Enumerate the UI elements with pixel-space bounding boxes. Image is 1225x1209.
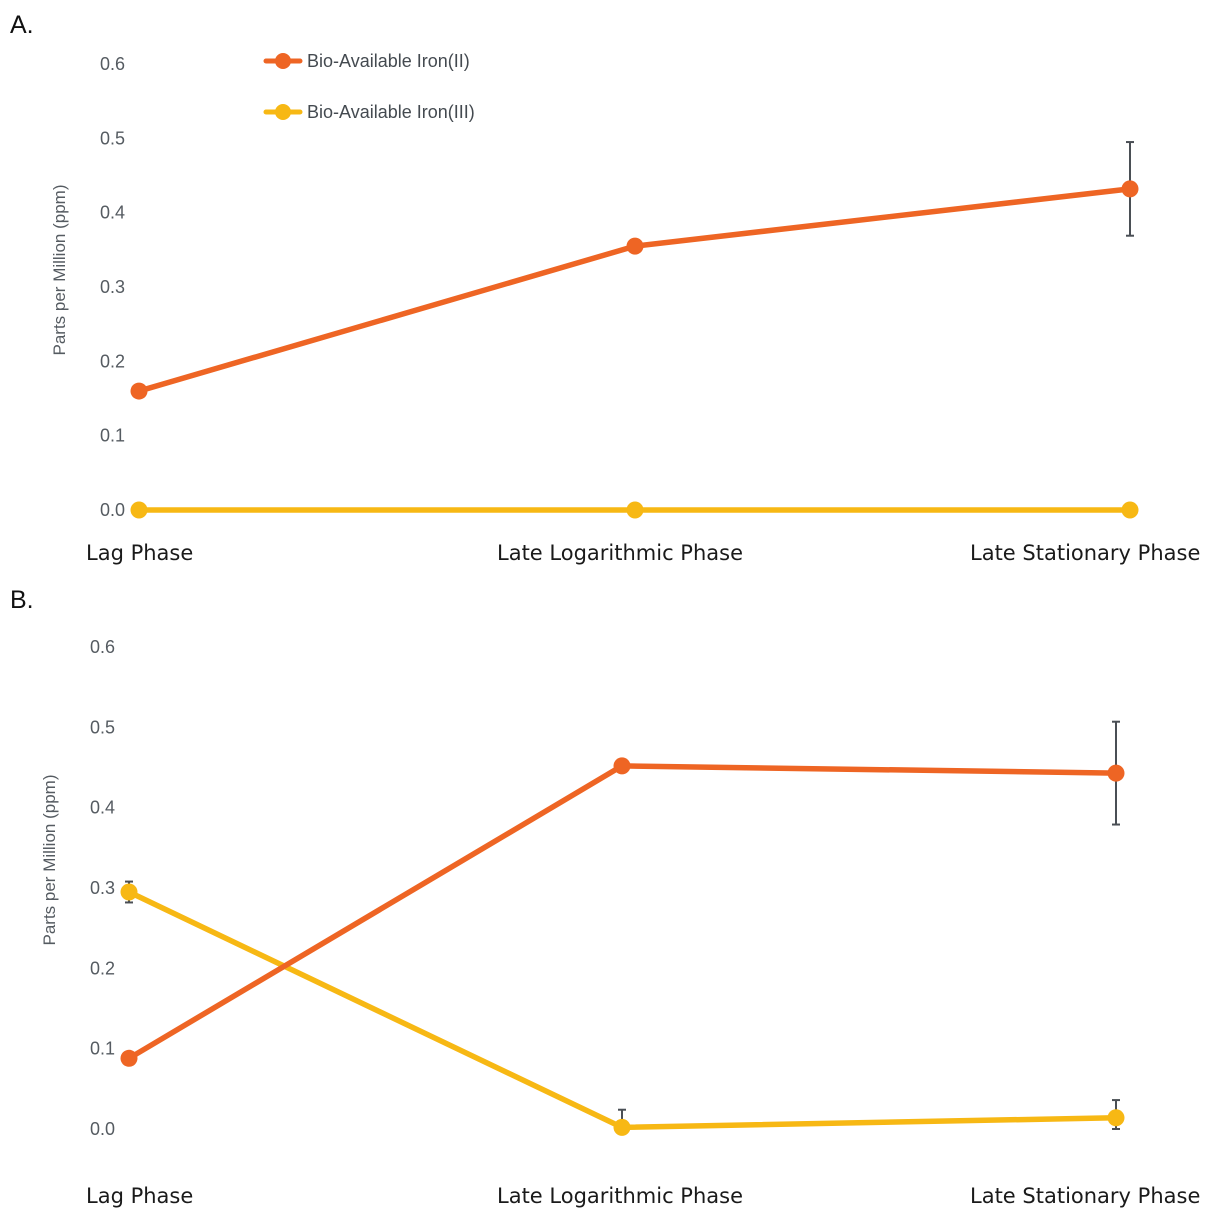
panel-b-category-labels: Lag Phase Late Logarithmic Phase Late Stat…: [86, 1184, 1200, 1208]
panel-a-y-tick-label: 0.2: [100, 351, 125, 371]
panel-b-y-tick-label: 0.1: [90, 1039, 115, 1059]
panel-b-y-tick-label: 0.5: [90, 717, 115, 737]
panel-b-data-point-iron-iii[interactable]: [613, 1118, 631, 1136]
panel-a-category-label: Late Logarithmic Phase: [497, 541, 743, 565]
panel-b-category-label: Lag Phase: [86, 1184, 193, 1208]
panel-b-data-point-iron-ii[interactable]: [1107, 764, 1125, 782]
panel-b-data-point-iron-iii[interactable]: [120, 883, 138, 901]
panel-a-series-line-iron-ii: [136, 186, 1133, 394]
panel-b-series-line-iron-ii: [126, 763, 1119, 1062]
legend: Bio-Available Iron(II) Bio-Available Iro…: [263, 51, 475, 122]
panel-a-y-tick-label: 0.1: [100, 426, 125, 446]
panel-a-y-tick-label: 0.5: [100, 128, 125, 148]
legend-swatch-marker-iron-ii: [275, 53, 291, 69]
panel-a-data-point-iron-iii[interactable]: [626, 501, 644, 519]
panel-a-data-point-iron-iii[interactable]: [1121, 501, 1139, 519]
panel-b-category-label: Late Logarithmic Phase: [497, 1184, 743, 1208]
panel-b-y-tick-label: 0.0: [90, 1119, 115, 1139]
panel-b-series: [120, 720, 1125, 1136]
panel-a-y-tick-label: 0.6: [100, 54, 125, 74]
panel-b-series-line-iron-iii: [126, 889, 1119, 1131]
panel-a-y-tick-label: 0.0: [100, 500, 125, 520]
legend-item-iron-iii[interactable]: Bio-Available Iron(III): [263, 102, 475, 122]
panel-a-category-labels: Lag Phase Late Logarithmic Phase Late Stat…: [86, 541, 1200, 565]
panel-a-series: [130, 141, 1139, 519]
legend-label-iron-iii: Bio-Available Iron(III): [307, 102, 475, 122]
legend-swatch-marker-iron-iii: [275, 104, 291, 120]
panel-b-category-label: Late Stationary Phase: [970, 1184, 1200, 1208]
panel-a: A. Parts per Million (ppm) 0.00.10.20.30…: [10, 11, 1200, 565]
panel-a-y-ticks: 0.0 0.1 0.2 0.3 0.4 0.5 0.6: [100, 54, 125, 520]
panel-a-data-point-iron-ii[interactable]: [626, 237, 644, 255]
panel-b-data-point-iron-iii[interactable]: [1107, 1109, 1125, 1127]
panel-a-category-label: Late Stationary Phase: [970, 541, 1200, 565]
panel-b-y-tick-label: 0.3: [90, 878, 115, 898]
panel-b-data-point-iron-ii[interactable]: [613, 757, 631, 775]
panel-a-y-axis-title: Parts per Million (ppm): [50, 185, 69, 356]
panel-b-data-point-iron-ii[interactable]: [120, 1049, 138, 1067]
panel-a-y-tick-label: 0.3: [100, 277, 125, 297]
legend-item-iron-ii[interactable]: Bio-Available Iron(II): [263, 51, 470, 71]
panel-b-letter: B.: [10, 586, 34, 614]
panel-a-data-point-iron-iii[interactable]: [130, 501, 148, 519]
panel-b-y-tick-label: 0.2: [90, 958, 115, 978]
panel-b-y-ticks: 0.0 0.1 0.2 0.3 0.4 0.5 0.6: [90, 637, 115, 1139]
panel-a-letter: A.: [10, 11, 34, 39]
panel-b-y-tick-label: 0.4: [90, 798, 115, 818]
panel-b-y-axis-title: Parts per Million (ppm): [40, 775, 59, 946]
panel-a-data-point-iron-ii[interactable]: [1121, 180, 1139, 198]
panel-a-data-point-iron-ii[interactable]: [130, 382, 148, 400]
panel-b: B. Parts per Million (ppm) 0.00.10.20.30…: [10, 586, 1200, 1208]
legend-label-iron-ii: Bio-Available Iron(II): [307, 51, 470, 71]
panel-a-category-label: Lag Phase: [86, 541, 193, 565]
panel-b-y-tick-label: 0.6: [90, 637, 115, 657]
panel-a-y-tick-label: 0.4: [100, 203, 125, 223]
